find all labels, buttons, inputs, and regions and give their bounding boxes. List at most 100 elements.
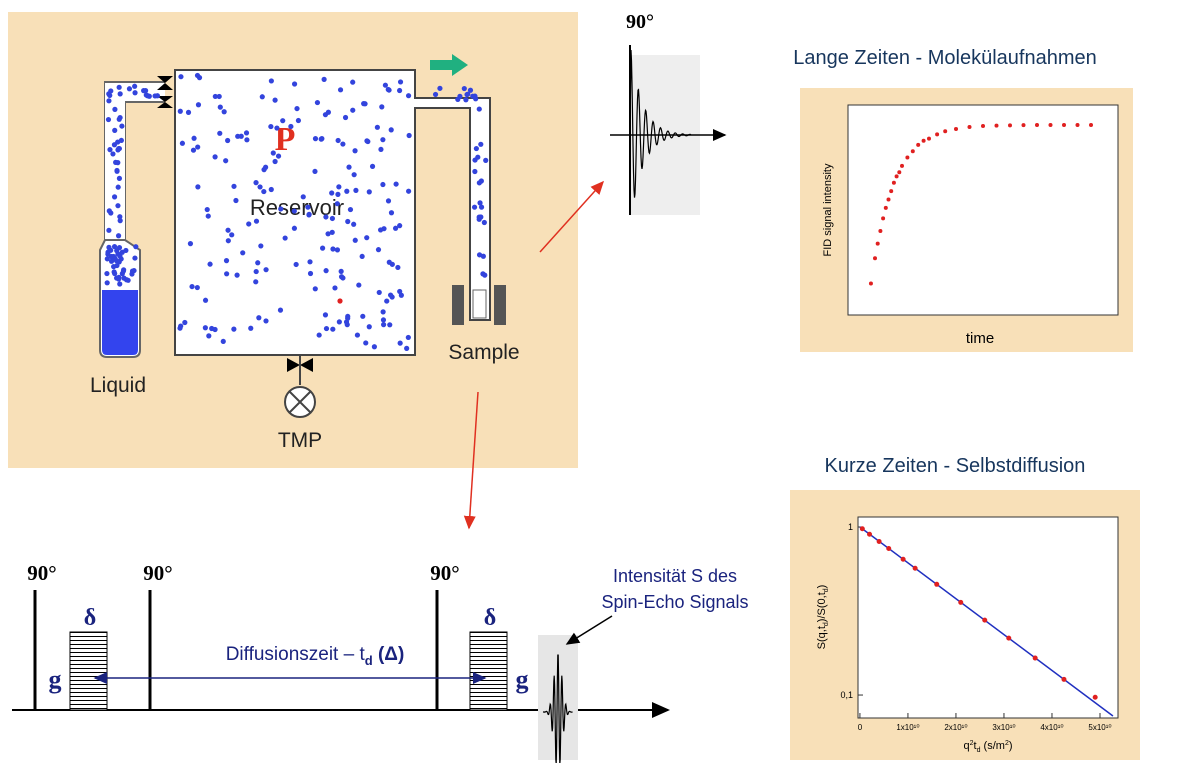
molecule bbox=[117, 214, 122, 219]
molecule bbox=[121, 268, 126, 273]
molecule bbox=[268, 124, 273, 129]
molecule bbox=[207, 262, 212, 267]
delta-label: δ bbox=[84, 605, 96, 631]
molecule bbox=[351, 222, 356, 227]
molecule bbox=[143, 88, 148, 93]
molecule bbox=[110, 151, 115, 156]
x-tick-label: 3x10¹⁰ bbox=[992, 723, 1015, 732]
molecule bbox=[345, 219, 350, 224]
molecule bbox=[301, 194, 306, 199]
molecule bbox=[388, 292, 393, 297]
molecule bbox=[260, 94, 265, 99]
molecule bbox=[335, 201, 340, 206]
x-tick-label: 4x10¹⁰ bbox=[1040, 723, 1063, 732]
molecule bbox=[104, 271, 109, 276]
diffusion-label: Diffusionszeit – td (Δ) bbox=[226, 644, 405, 668]
molecule bbox=[112, 194, 117, 199]
molecule bbox=[206, 333, 211, 338]
molecule bbox=[272, 159, 277, 164]
molecule bbox=[186, 110, 191, 115]
data-point bbox=[954, 127, 958, 131]
molecule bbox=[384, 298, 389, 303]
molecule bbox=[296, 118, 301, 123]
molecule bbox=[132, 90, 137, 95]
molecule bbox=[226, 238, 231, 243]
molecule bbox=[191, 148, 196, 153]
molecule bbox=[394, 181, 399, 186]
molecule bbox=[348, 207, 353, 212]
molecule bbox=[367, 189, 372, 194]
molecule bbox=[217, 131, 222, 136]
molecule bbox=[380, 137, 385, 142]
molecule bbox=[398, 341, 403, 346]
molecule bbox=[105, 280, 110, 285]
molecule bbox=[376, 247, 381, 252]
molecule bbox=[483, 158, 488, 163]
molecule bbox=[337, 319, 342, 324]
molecule bbox=[337, 298, 342, 303]
echo-label: Intensität S des bbox=[613, 566, 737, 586]
data-point bbox=[873, 256, 877, 260]
label-part: S(q,t bbox=[816, 626, 828, 649]
echo-panel bbox=[538, 635, 578, 760]
molecule bbox=[110, 256, 115, 261]
molecule bbox=[292, 226, 297, 231]
molecule bbox=[115, 251, 120, 256]
label-part: (Δ) bbox=[373, 644, 405, 665]
molecule bbox=[292, 208, 297, 213]
molecule bbox=[407, 133, 412, 138]
plot-area bbox=[858, 517, 1118, 718]
molecule bbox=[274, 125, 279, 130]
molecule bbox=[343, 115, 348, 120]
data-point bbox=[892, 181, 896, 185]
molecule bbox=[336, 184, 341, 189]
molecule bbox=[253, 279, 258, 284]
data-point bbox=[935, 132, 939, 136]
echo-pointer bbox=[567, 616, 612, 644]
data-point bbox=[1008, 123, 1012, 127]
plot-area bbox=[848, 105, 1118, 315]
data-point bbox=[1049, 123, 1053, 127]
data-point bbox=[897, 170, 901, 174]
data-point bbox=[1076, 123, 1080, 127]
data-point bbox=[900, 164, 904, 168]
data-point bbox=[1035, 123, 1039, 127]
molecule bbox=[294, 106, 299, 111]
echo-label: Spin-Echo Signals bbox=[601, 592, 748, 612]
molecule bbox=[116, 185, 121, 190]
data-point bbox=[901, 557, 906, 562]
molecule bbox=[356, 282, 361, 287]
data-point bbox=[922, 139, 926, 143]
data-point bbox=[968, 125, 972, 129]
data-point bbox=[878, 229, 882, 233]
molecule bbox=[229, 232, 234, 237]
molecule bbox=[404, 346, 409, 351]
molecule bbox=[257, 184, 262, 189]
molecule bbox=[350, 108, 355, 113]
molecule bbox=[278, 206, 283, 211]
molecule bbox=[463, 97, 468, 102]
data-point bbox=[886, 546, 891, 551]
apparatus: P Reservoir Liquid Sample TMP bbox=[8, 12, 578, 468]
molecule bbox=[362, 101, 367, 106]
diagram: P Reservoir Liquid Sample TMP 90° Lange … bbox=[0, 0, 1177, 763]
data-point bbox=[958, 600, 963, 605]
molecule bbox=[364, 138, 369, 143]
molecule bbox=[355, 332, 360, 337]
delta-label: δ bbox=[484, 605, 496, 631]
pulse-label: 90° bbox=[143, 561, 172, 585]
molecule bbox=[253, 180, 258, 185]
molecule bbox=[112, 107, 117, 112]
data-point bbox=[1093, 695, 1098, 700]
molecule bbox=[115, 139, 120, 144]
molecule bbox=[225, 138, 230, 143]
molecule bbox=[240, 250, 245, 255]
molecule bbox=[234, 273, 239, 278]
molecule bbox=[233, 198, 238, 203]
molecule bbox=[323, 214, 328, 219]
molecule bbox=[387, 260, 392, 265]
molecule bbox=[224, 271, 229, 276]
molecule bbox=[323, 268, 328, 273]
molecule bbox=[189, 284, 194, 289]
molecule bbox=[117, 281, 122, 286]
